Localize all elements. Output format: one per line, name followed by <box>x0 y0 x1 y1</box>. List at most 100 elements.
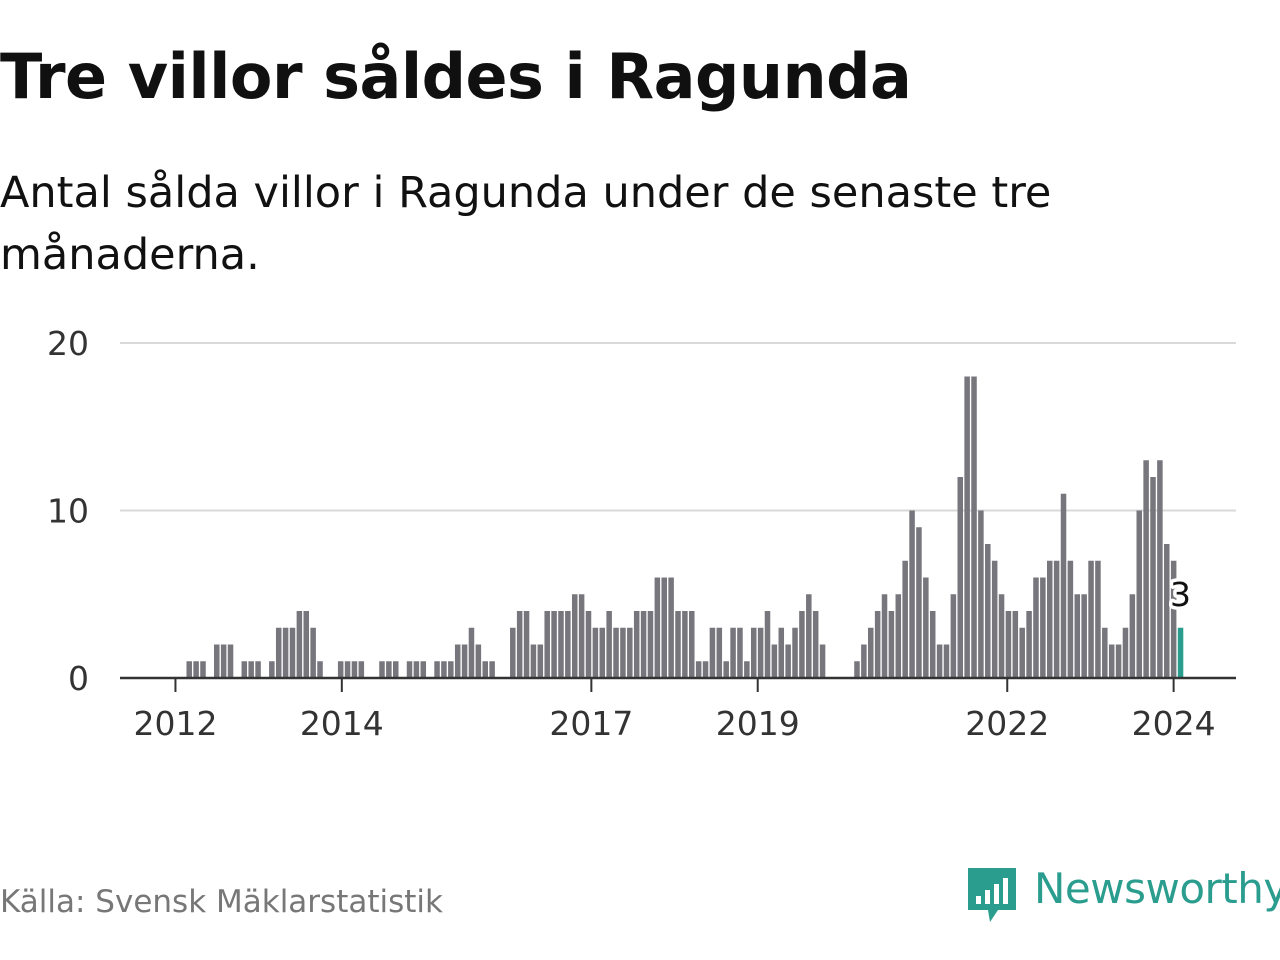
bar <box>344 661 351 678</box>
bar <box>737 627 743 678</box>
newsworthy-logo-icon <box>968 868 1016 922</box>
bar <box>413 661 420 678</box>
bar <box>874 611 881 678</box>
bar <box>489 661 495 678</box>
bar <box>1019 627 1025 678</box>
bar <box>448 661 454 678</box>
bar <box>633 611 640 678</box>
bar <box>406 661 413 678</box>
bar <box>585 611 592 678</box>
bar <box>916 527 922 678</box>
bar <box>868 627 874 678</box>
bar <box>303 611 310 678</box>
bar <box>771 644 778 678</box>
bar <box>248 661 254 678</box>
bar <box>241 661 248 678</box>
bar <box>1129 594 1136 678</box>
bar <box>957 477 964 678</box>
bar <box>778 627 785 678</box>
chart-title: Tre villor såldes i Ragunda <box>0 40 912 113</box>
bar <box>214 644 220 678</box>
bar <box>730 627 736 678</box>
bar <box>606 611 612 678</box>
y-tick-label: 0 <box>68 659 89 698</box>
bar <box>1095 560 1101 678</box>
newsworthy-logo: Newsworthy <box>964 862 1280 930</box>
bar <box>1170 560 1177 678</box>
bar <box>1102 627 1108 678</box>
bar <box>220 644 227 678</box>
x-tick-label: 2017 <box>549 704 633 743</box>
bar <box>909 510 915 678</box>
bar <box>991 560 998 678</box>
bar <box>454 644 461 678</box>
bar <box>255 661 261 678</box>
bar <box>689 611 695 678</box>
bar <box>888 611 895 678</box>
y-tick-label: 10 <box>47 492 89 531</box>
bar <box>661 577 667 678</box>
bar <box>420 661 427 678</box>
bar <box>881 594 888 678</box>
bar <box>1136 510 1142 678</box>
bar <box>936 644 943 678</box>
bar <box>200 661 206 678</box>
bar <box>1177 627 1184 678</box>
bar <box>1026 611 1032 678</box>
bar <box>1122 627 1129 678</box>
bar <box>1074 594 1081 678</box>
bar <box>592 627 599 678</box>
bar <box>709 627 716 678</box>
bar <box>750 627 757 678</box>
bar <box>1067 560 1074 678</box>
bar <box>1040 577 1046 678</box>
bar <box>482 661 488 678</box>
bar <box>1053 560 1060 678</box>
bar <box>1115 644 1122 678</box>
bar <box>978 510 984 678</box>
bar <box>764 611 771 678</box>
bar <box>510 627 516 678</box>
bar <box>516 611 523 678</box>
newsworthy-wordmark: Newsworthy <box>1034 864 1280 913</box>
bar <box>1143 460 1149 678</box>
y-tick-label: 20 <box>47 324 89 363</box>
x-tick-label: 2012 <box>133 704 217 743</box>
bar <box>943 644 950 678</box>
bar <box>565 611 571 678</box>
bar <box>1164 544 1170 678</box>
bar <box>1157 460 1163 678</box>
bar-chart: 2012 2014 2017 2019 2022 2024 0 10 20 3 <box>47 324 1236 743</box>
bar <box>723 661 729 678</box>
bar <box>468 627 475 678</box>
bar <box>227 644 234 678</box>
bar <box>282 627 289 678</box>
x-tick-label: 2022 <box>965 704 1049 743</box>
bar <box>358 661 365 678</box>
data-label-last: 3 <box>1170 575 1191 614</box>
bar <box>668 577 674 678</box>
x-tick-label: 2019 <box>716 704 800 743</box>
bar <box>310 627 316 678</box>
bar <box>1108 644 1115 678</box>
bar <box>269 661 275 678</box>
bar <box>1088 560 1094 678</box>
bar <box>1005 611 1012 678</box>
bar <box>275 627 282 678</box>
bar <box>695 661 702 678</box>
bar <box>537 644 544 678</box>
bar <box>654 577 661 678</box>
bar <box>998 594 1005 678</box>
source-note: Källa: Svensk Mäklarstatistik <box>0 884 443 920</box>
bar <box>379 661 385 678</box>
bar <box>627 627 633 678</box>
bar <box>702 661 709 678</box>
bar <box>854 661 860 678</box>
bar <box>1081 594 1087 678</box>
bar <box>895 594 902 678</box>
bar <box>599 627 606 678</box>
bar <box>461 644 468 678</box>
bar <box>578 594 585 678</box>
bar <box>950 594 957 678</box>
bar <box>530 644 537 678</box>
